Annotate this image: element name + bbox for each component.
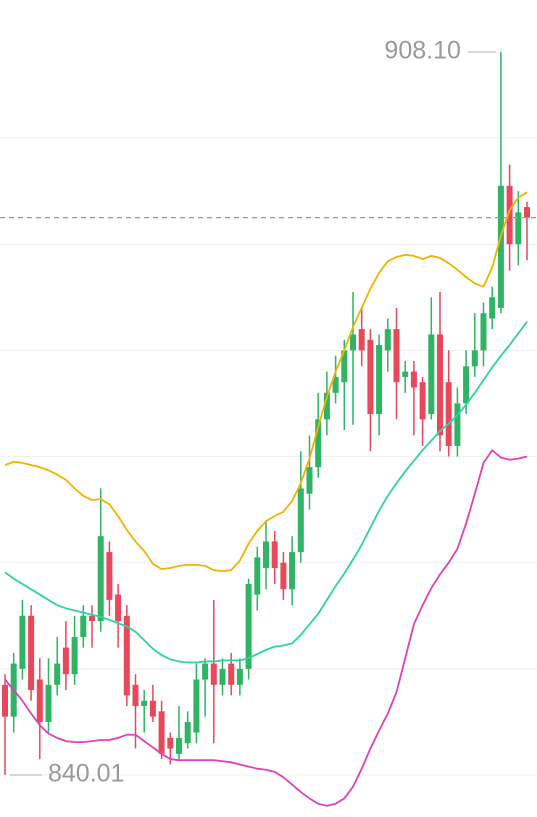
candle-body [506,185,513,245]
band-line [4,321,528,664]
candle-body [323,392,330,420]
candle-body [271,541,278,569]
candle-body [393,329,400,383]
candle-body [193,679,200,733]
candle-body [437,334,443,436]
candle-body [376,345,383,415]
candle-body [297,488,304,553]
candle-body [45,684,52,722]
candle-body [141,700,148,707]
candle-body [97,536,104,622]
candle-body [2,684,8,717]
max-label: 908.10 [384,37,460,65]
band-line [4,191,528,573]
candle-body [410,371,417,388]
candle-body [219,668,226,685]
candle-body [384,329,391,351]
candle-body [497,185,504,308]
candle-body [36,679,43,722]
candle-body [428,334,435,415]
candle-body [471,350,478,367]
candle-body [306,467,313,494]
band-line [4,448,528,807]
candle-body [263,541,269,569]
candle-body [315,419,322,468]
candle-body [149,700,156,717]
candle-body [158,711,165,754]
candle-body [445,382,452,446]
candle-body [19,615,26,669]
candle-body [236,668,243,685]
min-label: 840.01 [48,760,124,788]
candle-body [245,583,252,669]
candle-body [80,615,87,638]
candle-body [62,647,69,675]
candle-body [123,615,130,696]
candle-body [89,615,95,622]
candle-body [202,663,209,680]
candle-body [367,339,374,415]
candle-body [524,207,530,218]
candle-body [289,552,296,590]
candle-body [115,594,122,622]
candle-body [402,371,409,377]
candle-body [489,297,496,319]
candle-body [332,376,339,393]
candle-body [350,334,356,351]
candle-body [176,737,182,754]
candle-body [167,737,174,749]
candle-body [454,403,461,446]
candle-body [71,637,78,675]
candle-body [228,663,235,685]
candle-body [210,663,217,685]
candle-body [28,615,35,691]
candle-body [184,721,191,744]
candle-body [341,350,348,383]
candle-body [419,382,426,420]
candle-body [254,557,261,595]
candle-body [132,684,139,707]
candle-body [463,366,470,404]
candle-body [515,212,522,245]
candle-body [280,562,287,590]
candle-body [358,329,365,351]
candle-body [54,663,61,685]
candle-body [106,552,113,600]
candle-body [480,313,487,351]
